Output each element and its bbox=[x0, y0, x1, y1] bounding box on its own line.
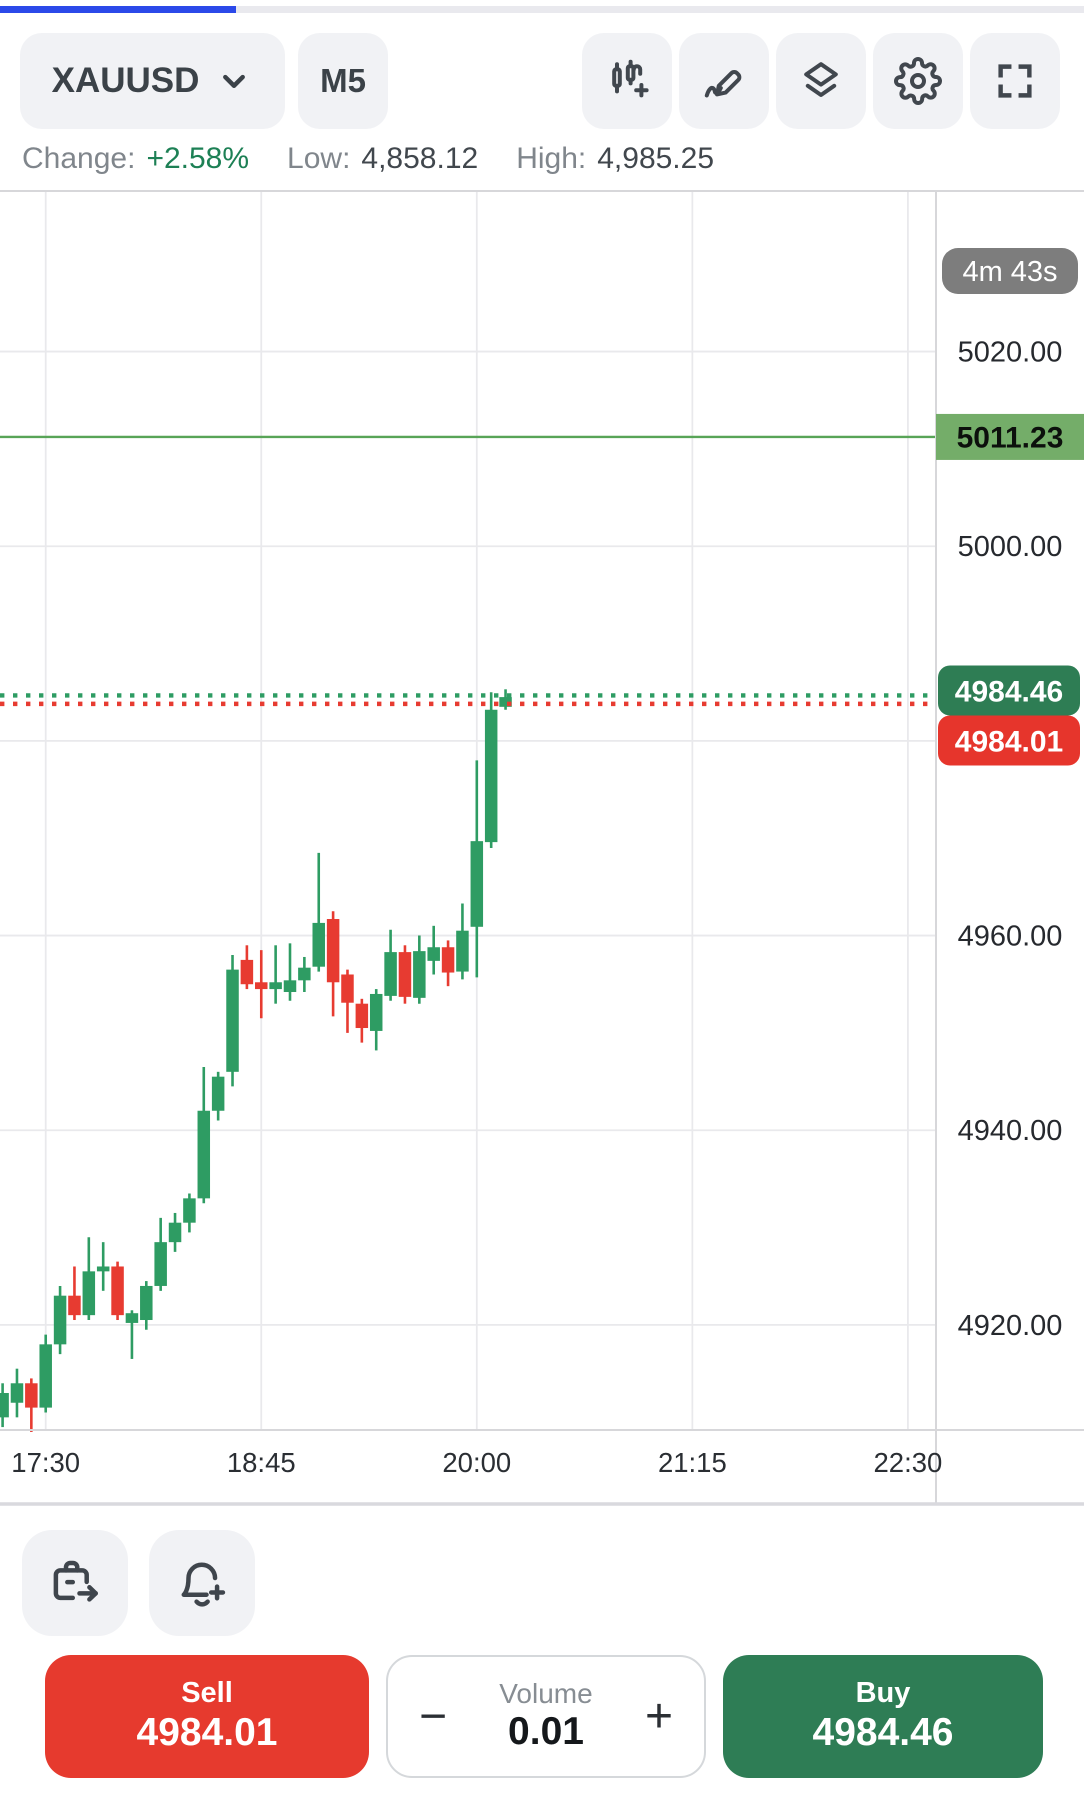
chevron-down-icon bbox=[223, 74, 246, 88]
volume-value: 0.01 bbox=[508, 1710, 584, 1754]
svg-text:4984.46: 4984.46 bbox=[955, 675, 1063, 708]
page-load-progress-fill bbox=[0, 6, 236, 13]
buy-price: 4984.46 bbox=[812, 1710, 954, 1754]
high-value: 4,985.25 bbox=[597, 142, 715, 175]
svg-text:17:30: 17:30 bbox=[11, 1447, 80, 1478]
layers-icon bbox=[804, 62, 838, 97]
symbol-selector[interactable]: XAUUSD bbox=[20, 33, 285, 129]
timer-badge: 4m 43s bbox=[942, 248, 1078, 294]
svg-text:22:30: 22:30 bbox=[873, 1447, 942, 1478]
buy-label: Buy bbox=[855, 1677, 911, 1710]
volume-field[interactable]: Volume 0.01 bbox=[499, 1678, 592, 1755]
change-value: +2.58% bbox=[146, 142, 250, 175]
fullscreen-button[interactable] bbox=[970, 33, 1060, 129]
fullscreen-icon bbox=[998, 64, 1032, 98]
svg-text:4940.00: 4940.00 bbox=[958, 1115, 1063, 1147]
change-stat: Change: +2.58% bbox=[22, 142, 249, 176]
time-axis: 17:30 18:45 20:00 21:15 22:30 bbox=[11, 1447, 942, 1478]
gear-icon bbox=[894, 57, 942, 105]
layers-button[interactable] bbox=[776, 33, 866, 129]
svg-text:20:00: 20:00 bbox=[442, 1447, 511, 1478]
indicator-add-icon bbox=[612, 59, 649, 98]
svg-text:5000.00: 5000.00 bbox=[958, 531, 1063, 563]
sell-button[interactable]: Sell 4984.01 bbox=[45, 1655, 369, 1778]
svg-text:4960.00: 4960.00 bbox=[958, 921, 1063, 953]
bid-price-label: 4984.01 bbox=[938, 715, 1080, 766]
volume-decrease-button[interactable]: − bbox=[418, 1689, 448, 1743]
trade-panel: Sell 4984.01 − Volume 0.01 + Buy 4984.46 bbox=[45, 1655, 1043, 1778]
page-load-progress-track bbox=[0, 6, 1084, 13]
change-label: Change: bbox=[22, 142, 136, 175]
svg-text:4m 43s: 4m 43s bbox=[962, 256, 1057, 288]
candles-layer bbox=[0, 689, 512, 1432]
quick-actions bbox=[22, 1530, 255, 1636]
high-stat: High: 4,985.25 bbox=[516, 142, 714, 176]
svg-text:4920.00: 4920.00 bbox=[958, 1310, 1063, 1342]
price-axis: 5020.00 5000.00 4960.00 4940.00 4920.00 bbox=[958, 337, 1063, 1342]
low-stat: Low: 4,858.12 bbox=[287, 142, 478, 176]
sell-label: Sell bbox=[181, 1677, 233, 1710]
draw-icon bbox=[704, 70, 742, 98]
symbol-label: XAUUSD bbox=[51, 61, 200, 100]
trade-panel-button[interactable] bbox=[22, 1530, 128, 1636]
svg-text:18:45: 18:45 bbox=[227, 1447, 296, 1478]
drawing-tools-button[interactable] bbox=[679, 33, 769, 129]
timeframe-button[interactable]: M5 bbox=[298, 33, 388, 129]
sell-price: 4984.01 bbox=[136, 1710, 278, 1754]
timeframe-label: M5 bbox=[320, 62, 366, 99]
price-chart[interactable]: 5020.00 5000.00 4960.00 4940.00 4920.00 17:30… bbox=[0, 190, 1084, 1506]
low-value: 4,858.12 bbox=[361, 142, 479, 175]
volume-stepper: − Volume 0.01 + bbox=[386, 1655, 706, 1778]
volume-increase-button[interactable]: + bbox=[644, 1689, 674, 1743]
high-label: High: bbox=[516, 142, 587, 175]
volume-label: Volume bbox=[499, 1677, 593, 1709]
chart-borders bbox=[0, 190, 1084, 1506]
alert-add-icon bbox=[181, 1562, 226, 1607]
indicators-button[interactable] bbox=[582, 33, 672, 129]
low-label: Low: bbox=[287, 142, 351, 175]
svg-text:5020.00: 5020.00 bbox=[958, 337, 1063, 369]
svg-text:4984.01: 4984.01 bbox=[955, 725, 1063, 758]
settings-button[interactable] bbox=[873, 33, 963, 129]
chart-toolbar: XAUUSD M5 bbox=[20, 33, 1060, 129]
svg-text:5011.23: 5011.23 bbox=[957, 421, 1064, 454]
trade-export-icon bbox=[53, 1560, 98, 1602]
symbol-stats: Change: +2.58% Low: 4,858.12 High: 4,985… bbox=[22, 140, 714, 178]
buy-button[interactable]: Buy 4984.46 bbox=[723, 1655, 1043, 1778]
ask-price-label: 4984.46 bbox=[938, 665, 1080, 716]
level-price-label: 5011.23 bbox=[936, 413, 1084, 460]
svg-text:21:15: 21:15 bbox=[658, 1447, 727, 1478]
add-alert-button[interactable] bbox=[149, 1530, 255, 1636]
